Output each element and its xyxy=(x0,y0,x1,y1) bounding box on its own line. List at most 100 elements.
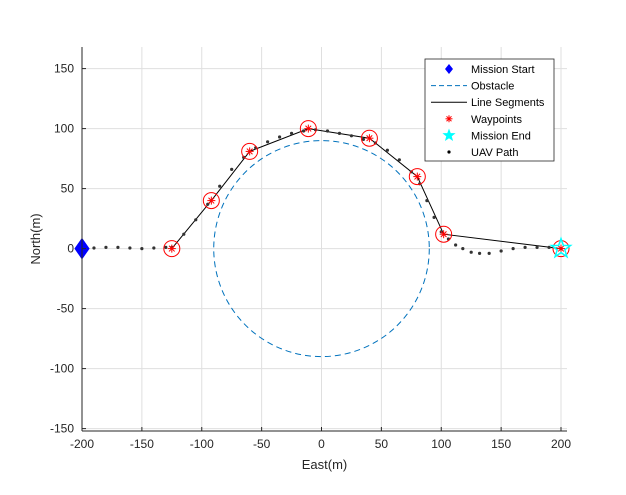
uav-path-point xyxy=(140,247,144,251)
x-tick-label: 50 xyxy=(375,437,389,451)
waypoints-series xyxy=(163,120,570,258)
legend-label: Obstacle xyxy=(471,81,514,93)
y-tick-label: 150 xyxy=(54,62,74,76)
y-tick-label: -150 xyxy=(50,422,74,436)
uav-path-point xyxy=(289,131,294,135)
uav-path-point xyxy=(461,247,465,251)
asterisk-stroke xyxy=(414,173,421,180)
uav-path-point xyxy=(152,246,156,250)
legend: Mission Start Obstacle Line Segments Waypoi… xyxy=(424,58,555,162)
uav-path-point xyxy=(104,245,108,249)
waypoint-marker xyxy=(241,142,259,160)
uav-path-point xyxy=(511,247,515,251)
uav-path-point xyxy=(477,251,482,255)
x-axis-label: East(m) xyxy=(302,457,348,472)
waypoint-asterisk xyxy=(365,134,374,143)
asterisk-stroke xyxy=(208,197,215,204)
legend-label: Mission Start xyxy=(471,64,535,76)
waypoint-asterisk xyxy=(245,147,254,156)
waypoint-asterisk xyxy=(167,244,176,253)
uav-path-point xyxy=(523,245,527,249)
legend-label: UAV Path xyxy=(471,147,519,159)
legend-item: UAV Path xyxy=(447,147,519,159)
uav-path-point xyxy=(425,199,429,203)
y-axis-label: North(m) xyxy=(28,213,43,264)
uav-path-point xyxy=(349,134,354,138)
x-tick-label: 100 xyxy=(431,437,451,451)
waypoint-marker xyxy=(360,129,378,147)
x-tick-label: -100 xyxy=(190,437,214,451)
uav-path-point xyxy=(432,215,436,219)
waypoint-circle xyxy=(202,192,220,210)
x-tick-label: -150 xyxy=(130,437,154,451)
waypoint-asterisk xyxy=(207,196,216,205)
asterisk-stroke xyxy=(440,231,447,238)
uav-path-point xyxy=(487,251,491,255)
uav-path-point xyxy=(325,129,330,133)
y-tick-label: 100 xyxy=(54,122,74,136)
tick-labels: -200 -150 -100 -50 0 50 100 150 200-150-100-5005… xyxy=(50,62,571,451)
waypoint-asterisk xyxy=(413,172,422,181)
axes xyxy=(81,47,567,432)
legend-label: Line Segments xyxy=(471,97,545,109)
y-tick-label: 0 xyxy=(67,242,74,256)
uav-path-point xyxy=(194,218,198,222)
uav-path-point xyxy=(499,249,503,253)
uav-path-point xyxy=(301,129,306,133)
legend-diamond-icon xyxy=(445,64,453,74)
x-tick-label: -200 xyxy=(70,437,94,451)
legend-label: Mission End xyxy=(471,130,531,142)
y-tick-label: -100 xyxy=(50,362,74,376)
uav-path-point xyxy=(385,148,389,152)
data-layer xyxy=(74,120,573,358)
uav-path-point xyxy=(116,245,120,249)
waypoint-circle xyxy=(163,240,181,258)
legend-item: Waypoints xyxy=(445,114,522,126)
legend-dot-icon xyxy=(447,150,451,154)
uav-path-point xyxy=(397,158,401,162)
uav-path-point xyxy=(277,135,282,139)
uav-path-point xyxy=(361,137,366,141)
legend-item: Mission End xyxy=(442,128,531,142)
legend-label: Waypoints xyxy=(471,114,522,126)
uav-path-point xyxy=(337,131,342,135)
legend-star-icon xyxy=(442,128,456,142)
x-tick-label: 0 xyxy=(318,437,325,451)
asterisk-stroke xyxy=(168,245,175,252)
uav-path-point xyxy=(92,246,96,250)
asterisk-stroke xyxy=(305,125,312,132)
waypoint-circle xyxy=(360,129,378,147)
asterisk-stroke xyxy=(366,135,373,142)
waypoint-circle xyxy=(241,142,259,160)
asterisk-stroke xyxy=(446,115,452,122)
legend-item: Line Segments xyxy=(431,97,545,109)
uav-path-point xyxy=(182,232,186,236)
waypoint-circle xyxy=(408,168,426,186)
x-tick-label: 200 xyxy=(551,437,571,451)
waypoint-asterisk xyxy=(557,244,566,253)
legend-item: Obstacle xyxy=(431,81,514,93)
waypoint-circle xyxy=(299,120,317,138)
asterisk-stroke xyxy=(557,245,565,252)
legend-box xyxy=(424,58,555,162)
waypoint-circle xyxy=(435,225,453,243)
legend-item: Mission Start xyxy=(445,64,535,76)
waypoint-marker xyxy=(408,168,426,186)
y-tick-label: -50 xyxy=(57,302,75,316)
uav-path-point xyxy=(218,184,222,188)
waypoint-marker xyxy=(163,240,181,258)
uav-path-point xyxy=(535,245,539,249)
asterisk-stroke xyxy=(246,148,253,155)
x-tick-label: -50 xyxy=(253,437,271,451)
x-tick-label: 150 xyxy=(491,437,511,451)
obstacle-series xyxy=(213,140,430,358)
uav-path-point xyxy=(230,167,234,171)
obstacle-circle xyxy=(213,140,430,358)
uav-path-point xyxy=(128,246,132,250)
uav-path-point xyxy=(547,245,551,249)
uav-path-point xyxy=(164,245,168,249)
waypoint-asterisk xyxy=(304,124,313,133)
waypoint-marker xyxy=(299,120,317,138)
waypoint-marker xyxy=(435,225,453,243)
